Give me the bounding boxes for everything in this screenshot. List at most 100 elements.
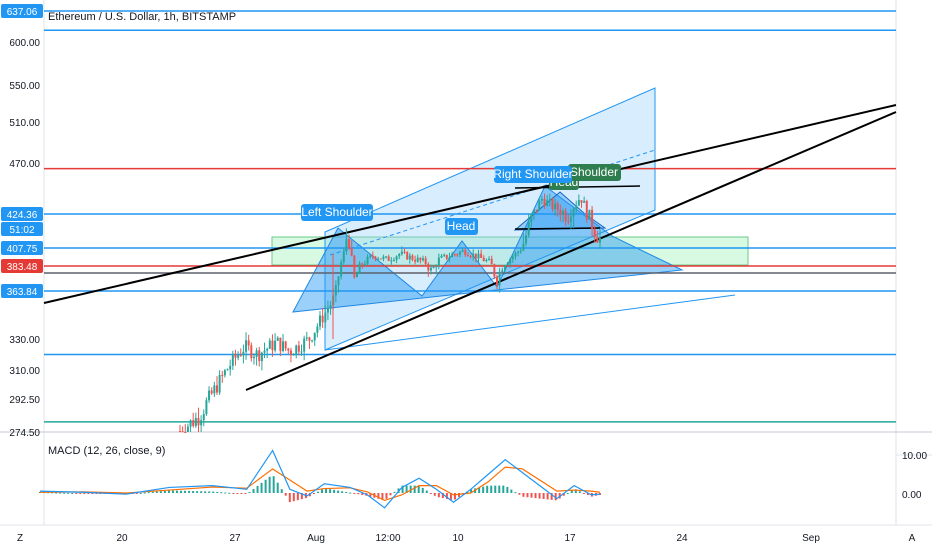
candle[interactable] bbox=[200, 415, 203, 432]
candle[interactable] bbox=[392, 257, 395, 262]
candle[interactable] bbox=[213, 381, 216, 397]
candle[interactable] bbox=[411, 254, 414, 262]
candle[interactable] bbox=[390, 257, 393, 265]
candle[interactable] bbox=[250, 342, 253, 362]
lower-trendline[interactable] bbox=[245, 111, 897, 391]
pattern-label-head[interactable]: Head bbox=[445, 218, 478, 235]
candle[interactable] bbox=[305, 331, 308, 342]
candle[interactable] bbox=[345, 228, 348, 255]
candle[interactable] bbox=[546, 195, 549, 207]
candle[interactable] bbox=[279, 337, 282, 357]
candle[interactable] bbox=[263, 342, 266, 359]
candle[interactable] bbox=[456, 253, 459, 257]
candle[interactable] bbox=[366, 254, 369, 266]
candle[interactable] bbox=[237, 351, 240, 361]
candle[interactable] bbox=[564, 207, 567, 226]
candle[interactable] bbox=[274, 333, 277, 353]
candle[interactable] bbox=[530, 213, 533, 228]
candle[interactable] bbox=[498, 267, 501, 293]
candle[interactable] bbox=[260, 351, 263, 371]
candle[interactable] bbox=[424, 255, 427, 267]
candle[interactable] bbox=[511, 254, 514, 264]
candle[interactable] bbox=[575, 200, 578, 214]
candle[interactable] bbox=[451, 251, 454, 258]
price-tag[interactable]: 637.06 bbox=[1, 4, 43, 18]
candle[interactable] bbox=[181, 426, 184, 433]
candle[interactable] bbox=[527, 213, 530, 238]
horizontal-levels[interactable] bbox=[44, 10, 896, 423]
candle[interactable] bbox=[525, 230, 528, 247]
candle[interactable] bbox=[387, 254, 390, 261]
candle[interactable] bbox=[295, 344, 298, 359]
candle[interactable] bbox=[369, 254, 372, 259]
pattern-label-shoulder-2[interactable]: Shoulder bbox=[568, 164, 621, 181]
candle[interactable] bbox=[577, 194, 580, 207]
candle[interactable] bbox=[239, 348, 242, 357]
candle[interactable] bbox=[522, 232, 525, 252]
candle[interactable] bbox=[215, 376, 218, 395]
candle[interactable] bbox=[480, 249, 483, 259]
candle[interactable] bbox=[503, 264, 506, 273]
candle[interactable] bbox=[326, 300, 329, 321]
candle[interactable] bbox=[495, 274, 498, 290]
candle[interactable] bbox=[548, 193, 551, 207]
candle[interactable] bbox=[474, 253, 477, 263]
candle[interactable] bbox=[358, 261, 361, 275]
candle[interactable] bbox=[440, 253, 443, 259]
candle[interactable] bbox=[197, 407, 200, 432]
candle[interactable] bbox=[287, 347, 290, 354]
candle[interactable] bbox=[329, 300, 332, 315]
candle[interactable] bbox=[319, 311, 321, 331]
candle[interactable] bbox=[448, 252, 451, 263]
candle[interactable] bbox=[218, 370, 221, 395]
candle[interactable] bbox=[538, 198, 541, 211]
candle[interactable] bbox=[179, 424, 181, 433]
candle[interactable] bbox=[242, 344, 245, 364]
candle[interactable] bbox=[247, 334, 250, 351]
candle[interactable] bbox=[556, 200, 559, 217]
candle[interactable] bbox=[348, 234, 351, 251]
candle[interactable] bbox=[477, 249, 480, 262]
price-tag[interactable]: 363.84 bbox=[1, 284, 43, 298]
chart-title[interactable]: Ethereum / U.S. Dollar, 1h, BITSTAMP bbox=[48, 11, 236, 23]
candle[interactable] bbox=[271, 334, 274, 357]
candle[interactable] bbox=[472, 249, 475, 261]
candle[interactable] bbox=[377, 256, 380, 262]
channel-midline[interactable] bbox=[329, 149, 656, 256]
candle[interactable] bbox=[599, 229, 601, 250]
candle[interactable] bbox=[562, 208, 565, 223]
candle[interactable] bbox=[289, 347, 292, 363]
candle[interactable] bbox=[210, 387, 213, 395]
candle[interactable] bbox=[466, 252, 469, 257]
candle[interactable] bbox=[501, 267, 504, 273]
candle[interactable] bbox=[482, 255, 485, 262]
candle[interactable] bbox=[419, 257, 422, 264]
candle[interactable] bbox=[300, 344, 303, 356]
price-tag[interactable]: 383.48 bbox=[1, 259, 43, 273]
candle[interactable] bbox=[514, 251, 517, 260]
candle[interactable] bbox=[591, 206, 594, 237]
candle[interactable] bbox=[485, 258, 488, 263]
candle[interactable] bbox=[464, 247, 467, 257]
candle[interactable] bbox=[337, 275, 340, 293]
candle[interactable] bbox=[324, 304, 327, 329]
candle[interactable] bbox=[268, 338, 271, 350]
candle[interactable] bbox=[340, 259, 343, 280]
candle[interactable] bbox=[205, 397, 208, 416]
candle[interactable] bbox=[202, 409, 205, 427]
candle[interactable] bbox=[234, 349, 237, 366]
candle[interactable] bbox=[292, 353, 295, 356]
candle[interactable] bbox=[517, 250, 520, 257]
candle[interactable] bbox=[509, 257, 512, 268]
candle[interactable] bbox=[342, 248, 345, 265]
candle[interactable] bbox=[572, 207, 575, 229]
price-tag[interactable]: 424.36 bbox=[1, 207, 43, 221]
candle[interactable] bbox=[406, 251, 409, 260]
price-axis[interactable] bbox=[0, 0, 44, 550]
candle[interactable] bbox=[400, 246, 403, 256]
candle[interactable] bbox=[313, 332, 316, 346]
candle[interactable] bbox=[461, 247, 464, 253]
candle[interactable] bbox=[266, 347, 269, 359]
candle[interactable] bbox=[350, 240, 353, 257]
candle[interactable] bbox=[596, 230, 599, 243]
